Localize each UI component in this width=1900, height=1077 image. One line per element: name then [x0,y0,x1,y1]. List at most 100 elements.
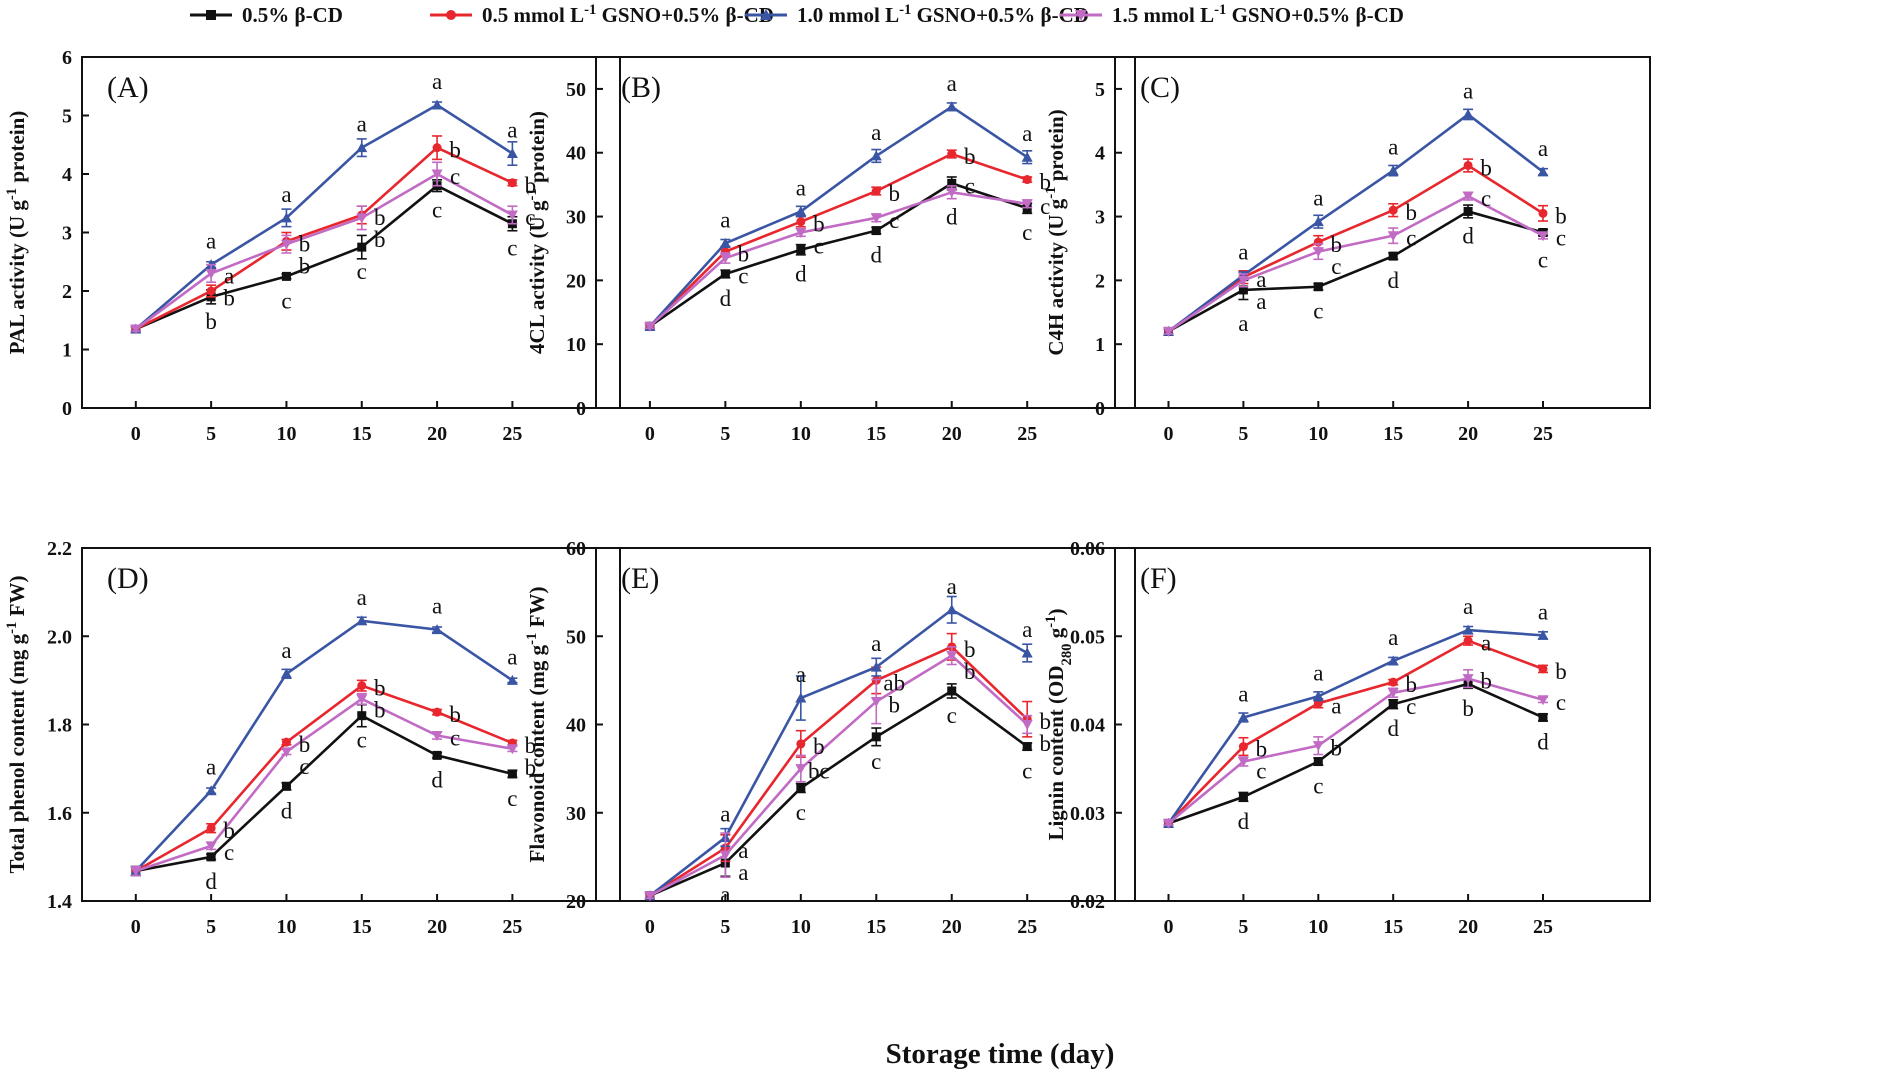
data-point [357,242,367,252]
y-axis-label: PAL activity (U g-1 protein) [4,111,29,355]
panel-label: (E) [621,562,659,595]
x-tick-label: 5 [720,916,730,938]
x-tick-label: 0 [1164,916,1174,938]
significance-letter: b [223,285,235,310]
x-tick-label: 0 [645,916,655,938]
data-point [1238,742,1248,752]
y-tick-label: 1.8 [47,715,72,737]
series-line [649,608,1028,897]
data-point [870,150,882,161]
x-tick-label: 20 [942,916,962,938]
data-point [280,212,292,223]
series-line [135,684,513,873]
data-point [130,866,142,877]
significance-letter: a [871,120,881,145]
x-tick-label: 0 [131,916,141,938]
data-point [1387,688,1399,699]
chart-panel: 20 30 40 50 60 0 5 10 15 20 25 (E) Flavonoid content… [524,538,1136,938]
significance-letter: b [1405,672,1417,697]
significance-letter: a [1238,681,1248,706]
data-point [795,764,807,775]
data-point [431,624,443,635]
x-tick-label: 5 [1238,423,1248,445]
chart-panel: 0.02 0.03 0.04 0.05 0.06 0 5 10 15 20 25 (F) Lignin … [1043,538,1651,938]
y-tick-label: 0 [576,398,586,420]
significance-letter: a [720,882,730,907]
significance-letter: b [525,173,537,198]
data-point [1387,231,1399,242]
y-tick-label: 0 [62,398,72,420]
significance-letter: a [1463,78,1473,103]
data-point [1462,108,1474,119]
x-tick-label: 5 [206,916,216,938]
data-point [280,747,292,758]
significance-letter: a [947,71,957,96]
data-point [719,850,731,861]
significance-letter: b [299,253,311,278]
significance-letter: b [449,138,461,163]
data-point [205,268,217,279]
data-point [870,213,882,224]
y-tick-label: 5 [1095,79,1105,101]
significance-letter: a [507,118,517,143]
significance-letter: b [889,692,901,717]
significance-letter: d [871,243,883,268]
data-point [1388,699,1398,709]
significance-letter: c [947,703,957,728]
legend-label: 0.5 mmol L-1 GSNO+0.5% β-CD [482,2,774,27]
significance-letter: a [1463,594,1473,619]
significance-letter: b [299,732,311,757]
x-tick-label: 15 [352,423,372,445]
data-point [1163,326,1174,337]
significance-letter: d [1537,729,1549,754]
significance-letter: b [374,676,386,701]
x-tick-label: 25 [1017,916,1037,938]
significance-letter: a [1388,135,1398,160]
data-point [870,697,882,708]
significance-letter: b [1039,170,1051,195]
series-line [648,152,1028,328]
data-point [644,891,656,902]
series-line [135,184,513,331]
y-tick-label: 2.0 [47,626,72,648]
data-point [946,604,958,615]
y-tick-label: 50 [566,79,586,101]
legend-label: 1.0 mmol L-1 GSNO+0.5% β-CD [797,2,1089,27]
plot-frame [595,56,1136,409]
significance-letter: a [1313,660,1323,685]
significance-letter: a [206,755,216,780]
significance-letter: b [1331,736,1343,761]
x-tick-label: 5 [1238,916,1248,938]
data-point [432,750,442,760]
panel-label: (D) [107,562,149,595]
significance-letter: b [205,309,217,334]
significance-letter: c [889,208,899,233]
significance-letter: a [357,585,367,610]
x-tick-label: 10 [1308,916,1328,938]
significance-letter: d [1462,223,1474,248]
significance-letter: a [1238,311,1248,336]
legend: 0.5% β-CD 0.5 mmol L-1 GSNO+0.5% β-CD 1.0 … [190,2,1404,27]
data-point [719,237,731,248]
legend-entry: 1.0 mmol L-1 GSNO+0.5% β-CD [745,2,1089,27]
chart-panel: 1.4 1.6 1.8 2.0 2.2 0 5 10 15 20 25 (D) Total phenol… [4,538,621,938]
significance-letter: c [1556,690,1566,715]
significance-letter: b [1256,737,1268,762]
data-point [1387,165,1399,176]
x-tick-label: 25 [1533,423,1553,445]
data-point [719,253,731,264]
data-point [206,10,216,20]
y-tick-label: 30 [566,207,586,229]
significance-letter: d [1238,809,1250,834]
data-point [871,732,881,742]
data-point [1538,712,1548,722]
significance-letter: b [813,212,825,237]
data-point [1537,695,1549,706]
legend-entry: 1.5 mmol L-1 GSNO+0.5% β-CD [1060,2,1404,27]
y-axis-label: Lignin content (OD280 g-1) [1043,608,1075,840]
y-tick-label: 4 [62,164,72,186]
data-point [446,10,456,20]
series-group [644,176,1033,331]
